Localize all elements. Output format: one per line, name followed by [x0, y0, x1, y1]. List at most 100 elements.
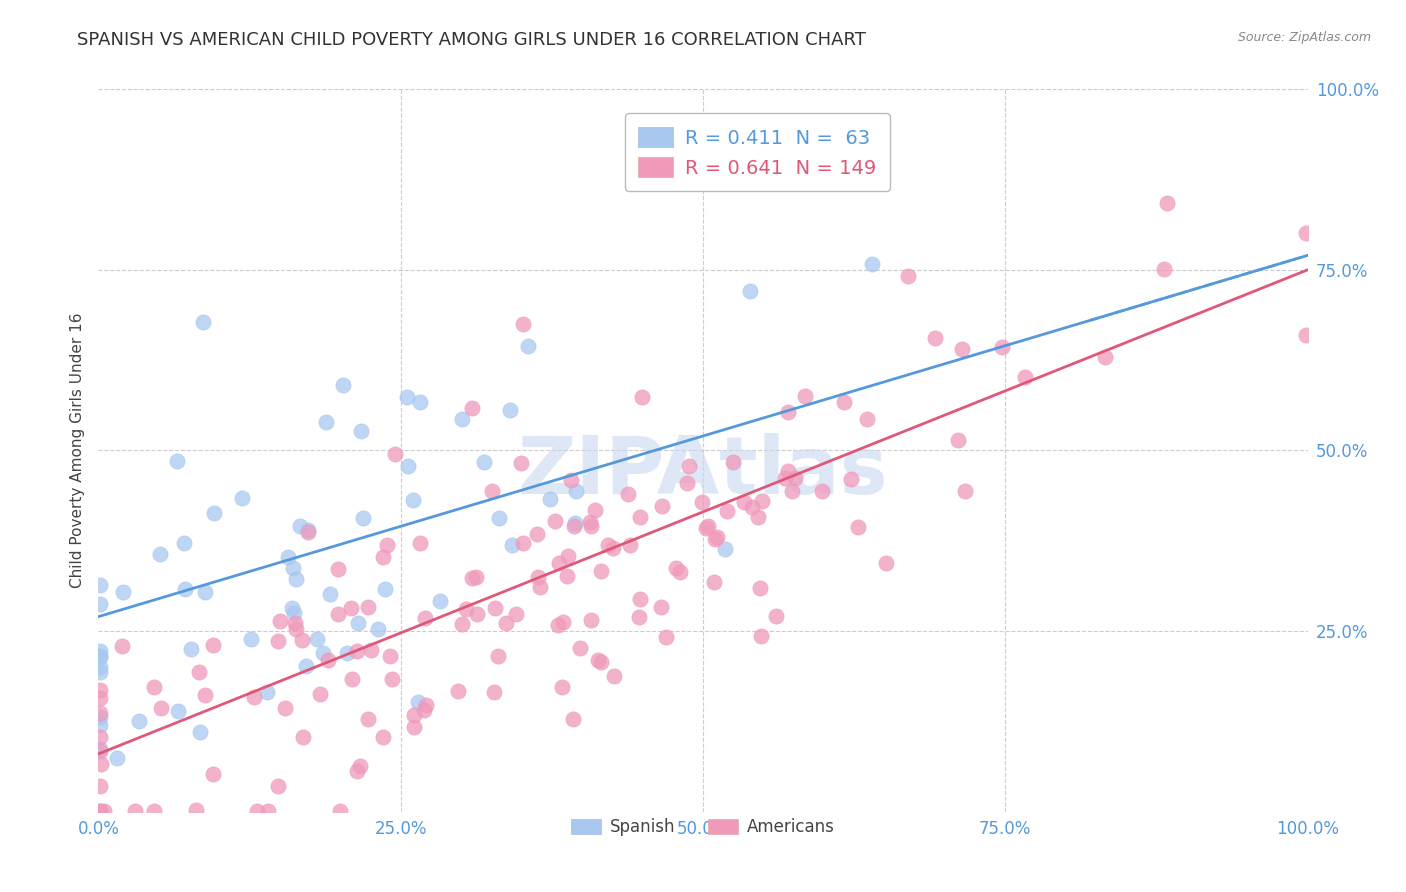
- Point: [454, 601, 477, 615]
- Point: [946, 433, 969, 447]
- Point: [841, 472, 863, 486]
- Point: [256, 684, 278, 698]
- Point: [143, 804, 166, 818]
- Point: [174, 582, 197, 597]
- Point: [89, 744, 111, 758]
- Point: [953, 483, 976, 498]
- Point: [89, 665, 111, 679]
- Point: [773, 471, 796, 485]
- Point: [486, 648, 509, 663]
- Point: [415, 698, 437, 712]
- Point: [93, 804, 115, 818]
- Point: [231, 491, 253, 506]
- Text: SPANISH VS AMERICAN CHILD POVERTY AMONG GIRLS UNDER 16 CORRELATION CHART: SPANISH VS AMERICAN CHILD POVERTY AMONG …: [77, 31, 866, 49]
- Point: [706, 530, 728, 544]
- Point: [408, 395, 430, 409]
- Point: [281, 601, 304, 615]
- Point: [412, 703, 434, 717]
- Point: [297, 525, 319, 540]
- Point: [783, 471, 806, 485]
- Point: [191, 315, 214, 329]
- Point: [450, 617, 472, 632]
- Point: [360, 642, 382, 657]
- Point: [1014, 370, 1036, 384]
- Point: [89, 742, 111, 756]
- Point: [548, 556, 571, 570]
- Point: [950, 342, 973, 356]
- Point: [284, 616, 307, 631]
- Point: [1295, 328, 1317, 343]
- Point: [89, 804, 111, 818]
- Point: [173, 536, 195, 550]
- Point: [142, 681, 165, 695]
- Point: [396, 390, 419, 404]
- Point: [562, 712, 585, 726]
- Point: [450, 412, 472, 426]
- Point: [89, 718, 111, 732]
- Point: [406, 696, 429, 710]
- Point: [89, 578, 111, 592]
- Point: [544, 514, 567, 528]
- Point: [367, 622, 389, 636]
- Point: [628, 510, 651, 524]
- Point: [89, 779, 111, 793]
- Point: [190, 725, 212, 739]
- Point: [591, 564, 613, 578]
- Point: [482, 685, 505, 699]
- Point: [89, 710, 111, 724]
- Point: [378, 649, 401, 664]
- Point: [273, 701, 295, 715]
- Point: [284, 573, 307, 587]
- Point: [297, 523, 319, 537]
- Point: [596, 538, 619, 552]
- Point: [89, 731, 111, 745]
- Point: [583, 503, 606, 517]
- Point: [896, 268, 918, 283]
- Point: [402, 493, 425, 508]
- Point: [562, 519, 585, 533]
- Point: [149, 547, 172, 561]
- Point: [105, 750, 128, 764]
- Point: [749, 581, 772, 595]
- Point: [89, 644, 111, 658]
- Text: Source: ZipAtlas.com: Source: ZipAtlas.com: [1237, 31, 1371, 45]
- Point: [714, 541, 737, 556]
- Point: [281, 560, 304, 574]
- Point: [617, 487, 640, 501]
- Point: [747, 510, 769, 524]
- Point: [371, 730, 394, 744]
- Point: [602, 541, 624, 556]
- Point: [89, 804, 111, 818]
- Point: [186, 803, 208, 817]
- Point: [651, 499, 673, 513]
- Point: [194, 584, 217, 599]
- Point: [461, 571, 484, 585]
- Point: [381, 672, 404, 686]
- Point: [89, 691, 111, 706]
- Point: [277, 549, 299, 564]
- Point: [339, 601, 361, 615]
- Point: [356, 712, 378, 726]
- Point: [332, 378, 354, 392]
- Point: [560, 474, 582, 488]
- Point: [1153, 262, 1175, 277]
- Point: [128, 714, 150, 728]
- Point: [695, 521, 717, 535]
- Point: [446, 684, 468, 698]
- Point: [329, 804, 352, 818]
- Point: [402, 720, 425, 734]
- Point: [465, 607, 488, 621]
- Point: [319, 587, 342, 601]
- Point: [89, 649, 111, 664]
- Point: [875, 556, 897, 570]
- Point: [396, 458, 419, 473]
- Point: [257, 804, 280, 818]
- Point: [555, 569, 578, 583]
- Point: [557, 549, 579, 563]
- Point: [202, 766, 225, 780]
- Point: [586, 653, 609, 667]
- Point: [124, 804, 146, 818]
- Point: [765, 609, 787, 624]
- Y-axis label: Child Poverty Among Girls Under 16: Child Poverty Among Girls Under 16: [69, 313, 84, 588]
- Point: [811, 484, 834, 499]
